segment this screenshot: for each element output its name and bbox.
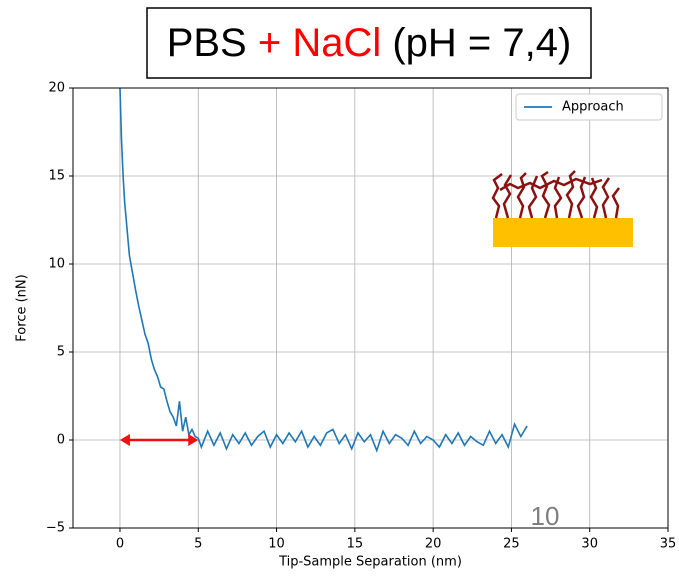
arrow-head xyxy=(188,434,199,446)
y-tick-label: 15 xyxy=(48,169,65,184)
y-tick-label: −5 xyxy=(46,521,65,536)
x-axis-label: Tip-Sample Separation (nm) xyxy=(278,555,462,570)
legend: Approach xyxy=(515,93,663,121)
title-box xyxy=(146,7,592,79)
y-axis-label: Force (nN) xyxy=(15,274,30,341)
arrow-head xyxy=(119,434,130,446)
x-tick-label: 0 xyxy=(116,537,124,552)
line-series xyxy=(119,88,528,453)
title-part: + NaCl xyxy=(247,21,382,65)
plot-area xyxy=(119,88,528,453)
x-tick-label: 5 xyxy=(194,537,202,552)
x-tick-label: 35 xyxy=(660,537,677,552)
chart-title: PBS + NaCl (pH = 7,4) xyxy=(167,21,572,65)
x-tick-label: 15 xyxy=(347,537,364,552)
y-tick-label: 0 xyxy=(57,433,65,448)
legend-box xyxy=(515,93,663,121)
y-tick-label: 5 xyxy=(57,345,65,360)
title-part: (pH = 7,4) xyxy=(381,21,571,65)
polymer-brush-icon xyxy=(491,170,633,247)
plot-frame xyxy=(72,87,669,529)
y-tick-label: 10 xyxy=(48,257,65,272)
x-tick-label: 30 xyxy=(581,537,598,552)
page-number: 10 xyxy=(531,501,560,531)
legend-label: Approach xyxy=(562,100,624,115)
x-tick-label: 25 xyxy=(503,537,520,552)
x-tick-label: 20 xyxy=(425,537,442,552)
y-tick-label: 20 xyxy=(48,81,65,96)
x-tick-label: 10 xyxy=(268,537,285,552)
title-part: PBS xyxy=(167,21,247,65)
